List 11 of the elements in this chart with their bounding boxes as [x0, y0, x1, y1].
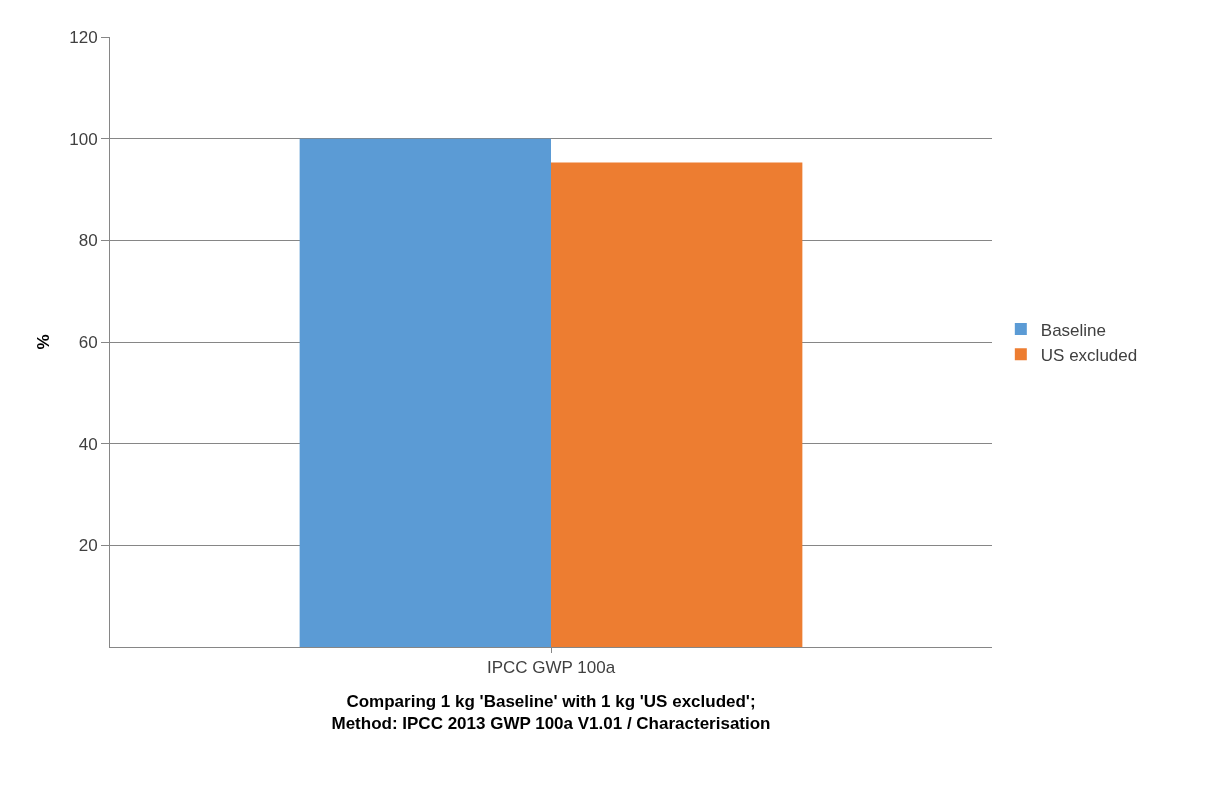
y-tick-label: 80: [78, 231, 98, 251]
y-tick-label: 40: [78, 434, 98, 454]
legend-label: US excluded: [1040, 345, 1138, 365]
y-axis-title: %: [33, 334, 53, 350]
y-tick-label: 60: [78, 332, 98, 352]
x-axis-title: Comparing 1 kg 'Baseline' with 1 kg 'US excluded'; Method: IPCC 2013 GWP 100a V1.01 / Characterisation: [331, 691, 771, 733]
x-tick-label: IPCC GWP 100a: [486, 658, 616, 678]
y-tick-label: 100: [69, 129, 98, 149]
legend-label: Baseline: [1040, 320, 1107, 340]
y-tick-label: 120: [69, 27, 98, 47]
y-tick-label: 20: [78, 536, 98, 556]
